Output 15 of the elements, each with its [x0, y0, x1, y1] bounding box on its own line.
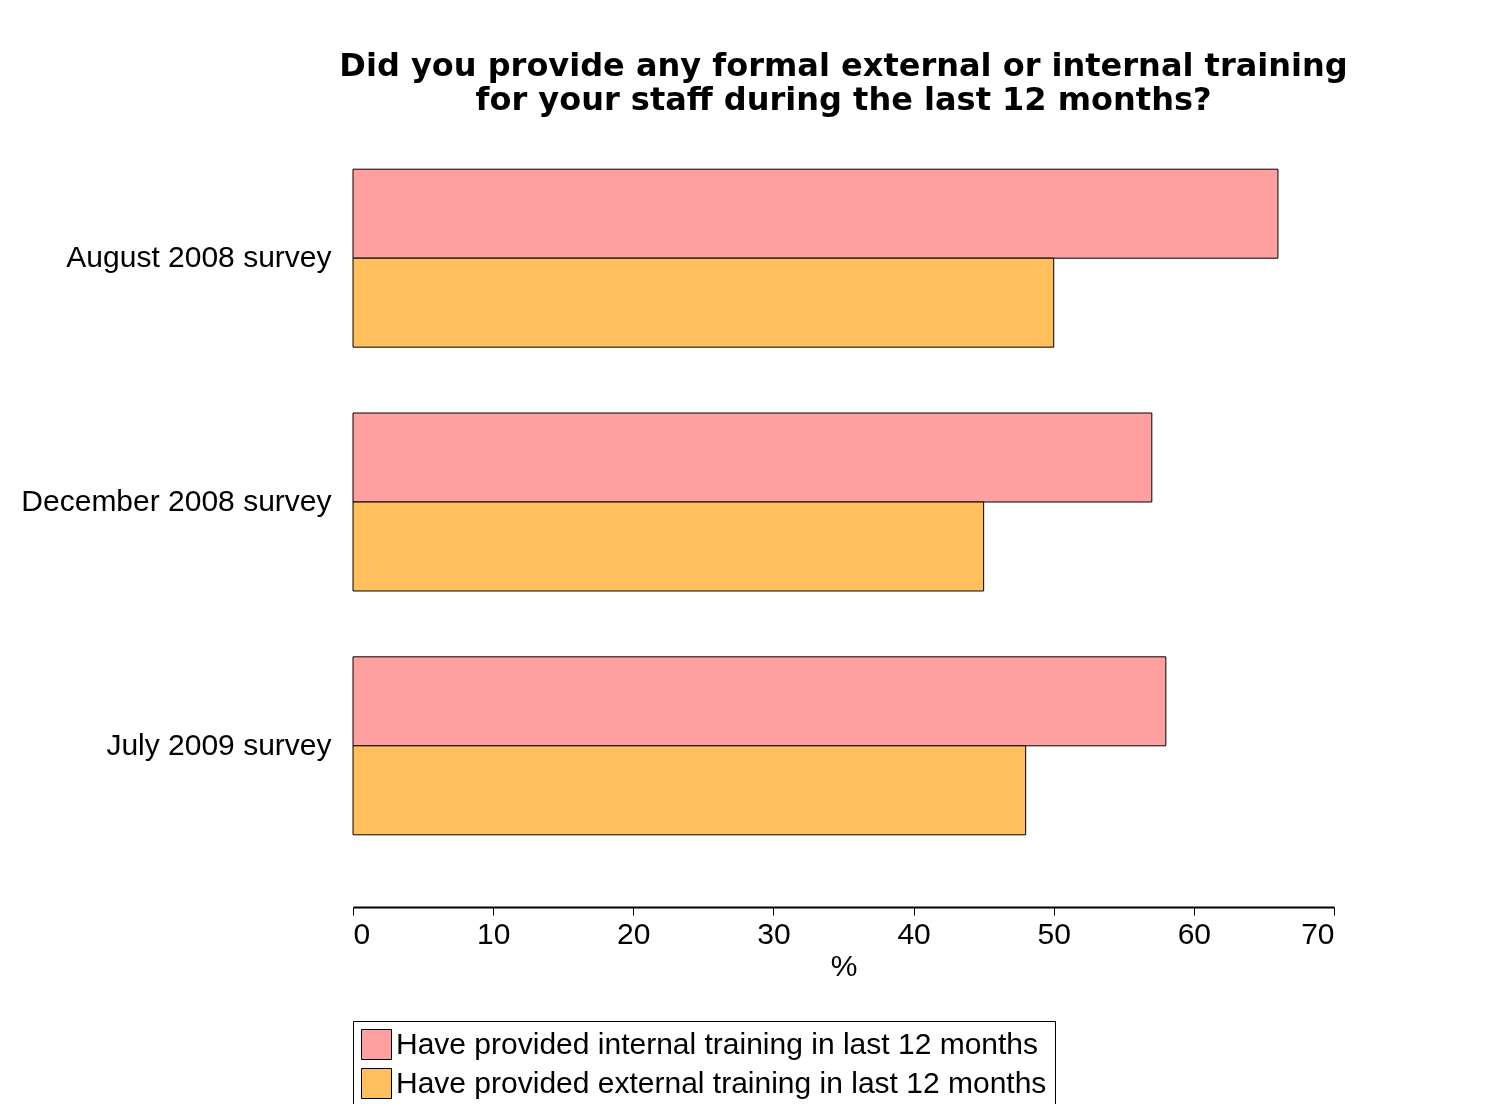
- x-tick-label: 40: [897, 916, 931, 950]
- x-tick-label: 10: [476, 916, 511, 950]
- x-axis-title: %: [830, 948, 858, 982]
- legend-label: Have provided internal training in last 12 months: [396, 1026, 1039, 1060]
- x-tick-label: 20: [617, 916, 651, 950]
- x-tick-label: 50: [1037, 916, 1071, 950]
- y-tick-label: December 2008 survey: [21, 484, 332, 517]
- y-tick-label: August 2008 survey: [66, 240, 332, 274]
- y-tick-label: July 2009 survey: [106, 727, 332, 761]
- chart-title: Did you provide any formal external or internal training for your staff during the last 12 months?: [339, 46, 1348, 118]
- legend-label: Have provided external training in last 12 months: [396, 1065, 1047, 1099]
- x-tick-label: 60: [1177, 916, 1212, 950]
- x-tick-label: 0: [353, 916, 371, 950]
- x-tick-label: 30: [757, 916, 791, 950]
- x-tick-label: 70: [1301, 916, 1335, 950]
